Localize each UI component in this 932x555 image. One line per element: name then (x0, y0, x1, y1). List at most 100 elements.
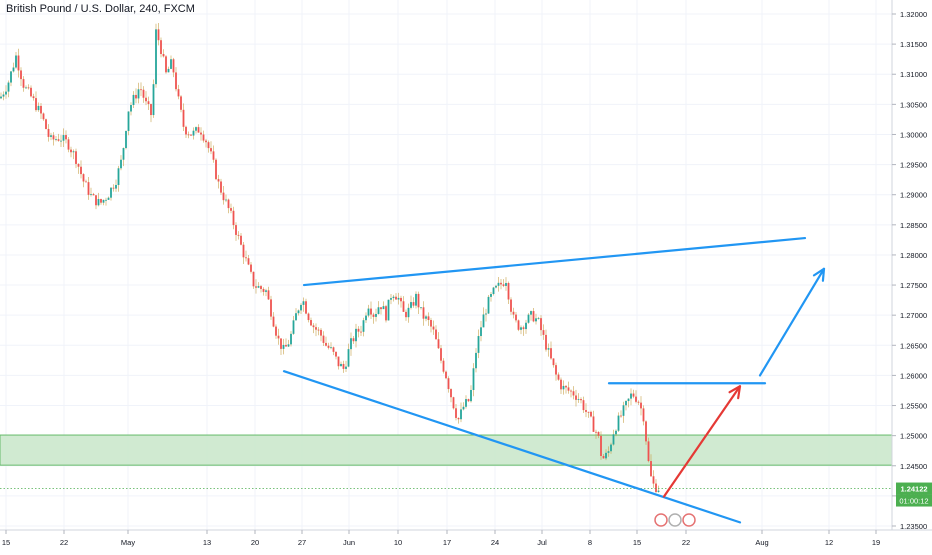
last-price-label: 1.24122 (900, 485, 927, 494)
candle-up (97, 199, 100, 206)
candle-down (427, 316, 430, 320)
candle-up (615, 430, 617, 435)
candle-down (275, 326, 277, 336)
candle-down (360, 331, 362, 333)
candle-down (252, 271, 255, 287)
candle-down (322, 335, 325, 343)
candle-down (600, 435, 602, 456)
candle-down (285, 344, 287, 347)
candle-down (335, 351, 337, 357)
candle-up (387, 299, 390, 321)
candle-down (230, 208, 232, 211)
candle-down (212, 151, 215, 160)
candle-down (40, 105, 42, 114)
x-tick-label: Aug (755, 538, 768, 547)
candle-down (652, 476, 655, 484)
x-tick-label: 15 (2, 538, 10, 547)
event-counter-icon[interactable] (668, 513, 682, 527)
candle-down (602, 455, 605, 459)
candle-down (542, 330, 545, 335)
y-tick-label: 1.28000 (900, 251, 927, 260)
candle-up (610, 444, 612, 452)
chart-title: British Pound / U.S. Dollar, 240, FXCM (6, 3, 195, 15)
candle-down (357, 328, 360, 332)
candle-down (507, 283, 510, 300)
candle-down (402, 301, 405, 312)
candle-up (155, 29, 157, 85)
candle-down (190, 134, 192, 136)
candle-down (380, 307, 382, 310)
candle-down (405, 311, 407, 318)
candle-down (560, 379, 562, 390)
candle-up (132, 94, 135, 106)
x-tick-label: 13 (203, 538, 211, 547)
candle-down (457, 417, 460, 420)
blue-arrow-shaft[interactable] (758, 267, 826, 377)
candle-down (332, 347, 335, 352)
candle-down (640, 402, 642, 409)
candle-up (107, 197, 110, 200)
candle-up (415, 293, 417, 306)
candle-up (62, 135, 65, 141)
candle-down (432, 326, 435, 330)
candle-up (102, 199, 105, 203)
y-tick-label: 1.32000 (900, 10, 927, 19)
candle-up (397, 297, 400, 300)
candle-up (50, 135, 52, 137)
candle-down (205, 140, 207, 143)
candle-up (105, 199, 107, 201)
candle-down (172, 59, 175, 73)
event-icons (654, 513, 696, 527)
candle-up (137, 89, 140, 99)
candle-down (232, 210, 235, 226)
candle-down (352, 338, 355, 342)
candle-up (302, 301, 305, 305)
candle-down (512, 311, 515, 315)
candle-down (157, 29, 160, 41)
candle-down (400, 297, 402, 302)
candle-up (630, 393, 632, 399)
uk-flag-icon[interactable] (682, 513, 696, 527)
candle-down (650, 461, 652, 477)
candle-down (200, 132, 202, 135)
candle-down (57, 139, 60, 141)
candle-down (412, 302, 415, 306)
candle-up (60, 140, 62, 142)
candle-up (367, 308, 370, 316)
candle-up (625, 401, 627, 406)
candle-down (80, 166, 82, 175)
candle-up (420, 307, 422, 309)
candle-up (300, 304, 302, 311)
candle-up (520, 327, 522, 330)
candle-up (115, 184, 117, 189)
candle-down (260, 286, 262, 289)
candle-up (392, 296, 395, 299)
red-arrow-shaft[interactable] (662, 385, 742, 498)
x-tick-label: 17 (443, 538, 451, 547)
candle-down (550, 348, 552, 359)
support-zone (0, 434, 893, 466)
candle-up (362, 320, 365, 332)
candle-down (642, 408, 645, 422)
candle-down (17, 55, 20, 71)
us-flag-icon[interactable] (654, 513, 668, 527)
y-tick-label: 1.23500 (900, 522, 927, 531)
candle-down (570, 390, 572, 392)
candle-down (532, 311, 535, 322)
candle-down (187, 134, 190, 136)
trendline[interactable] (302, 236, 807, 287)
candle-up (617, 415, 620, 431)
candle-down (82, 174, 85, 182)
candle-up (345, 366, 347, 369)
x-tick-label: May (121, 538, 135, 547)
candle-down (337, 356, 340, 367)
candle-down (47, 128, 50, 137)
candle-up (0, 96, 2, 99)
candle-down (217, 179, 220, 182)
candle-down (165, 56, 167, 73)
candle-down (435, 329, 437, 340)
candle-up (390, 298, 392, 300)
candle-down (67, 139, 70, 150)
candle-down (95, 195, 97, 206)
